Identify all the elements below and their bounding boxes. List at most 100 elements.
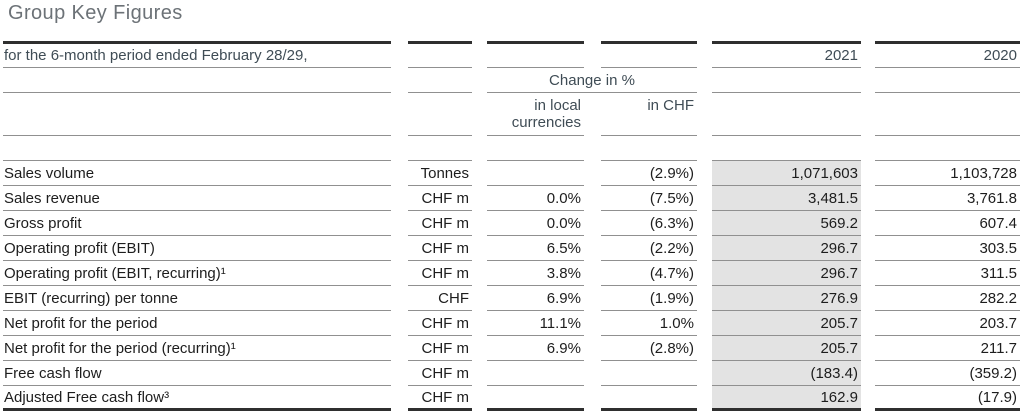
value-2020-cell: 311.5 (875, 261, 1020, 286)
value-2020-cell: 3,761.8 (875, 186, 1020, 211)
spacer-cell (408, 68, 472, 93)
change-chf-cell: (4.7%) (601, 261, 697, 286)
unit-cell: CHF m (408, 236, 472, 261)
value-2020-cell: (17.9) (875, 386, 1020, 411)
header-row-change-sub: in local currencies in CHF (3, 93, 1020, 136)
row-label-cell: Net profit for the period (recurring)¹ (3, 336, 391, 361)
table-row: Net profit for the period (recurring)¹ C… (3, 336, 1020, 361)
change-chf-cell: (2.2%) (601, 236, 697, 261)
unit-cell: CHF m (408, 211, 472, 236)
value-2021-cell: 3,481.5 (712, 186, 861, 211)
row-label-cell: Gross profit (3, 211, 391, 236)
spacer-cell (875, 93, 1020, 136)
change-local-cell: 3.8% (487, 261, 584, 286)
header-row-period: for the 6-month period ended February 28… (3, 41, 1020, 68)
change-local-cell: 6.9% (487, 286, 584, 311)
value-2021-cell: 276.9 (712, 286, 861, 311)
key-figures-table: for the 6-month period ended February 28… (3, 41, 1020, 411)
spacer-cell (875, 136, 1020, 161)
spacer-cell (487, 136, 584, 161)
value-2020-cell: 282.2 (875, 286, 1020, 311)
change-local-cell: 0.0% (487, 186, 584, 211)
table-row: EBIT (recurring) per tonne CHF 6.9% (1.9… (3, 286, 1020, 311)
unit-cell: CHF m (408, 386, 472, 411)
value-2021-cell: (183.4) (712, 361, 861, 386)
value-2021-cell: 205.7 (712, 336, 861, 361)
change-chf-cell (601, 386, 697, 411)
value-2021-cell: 205.7 (712, 311, 861, 336)
spacer-cell (712, 136, 861, 161)
period-header: for the 6-month period ended February 28… (3, 41, 391, 68)
spacer-cell (712, 93, 861, 136)
spacer-cell (3, 136, 391, 161)
spacer-cell (601, 136, 697, 161)
change-in-percent-header: Change in % (487, 68, 697, 93)
row-label-cell: Operating profit (EBIT, recurring)¹ (3, 261, 391, 286)
change-chf-cell: (6.3%) (601, 211, 697, 236)
table-row: Net profit for the period CHF m 11.1% 1.… (3, 311, 1020, 336)
value-2020-cell: 303.5 (875, 236, 1020, 261)
unit-cell: Tonnes (408, 161, 472, 186)
value-2021-cell: 1,071,603 (712, 161, 861, 186)
change-local-cell: 6.5% (487, 236, 584, 261)
value-2020-cell: (359.2) (875, 361, 1020, 386)
change-local-cell (487, 361, 584, 386)
unit-cell: CHF m (408, 311, 472, 336)
subheader-in-chf: in CHF (601, 93, 697, 136)
change-chf-cell: (2.8%) (601, 336, 697, 361)
change-chf-cell: (2.9%) (601, 161, 697, 186)
page-title: Group Key Figures (8, 2, 183, 24)
change-local-cell (487, 386, 584, 411)
value-2020-cell: 607.4 (875, 211, 1020, 236)
table-row: Sales revenue CHF m 0.0% (7.5%) 3,481.5 … (3, 186, 1020, 211)
column-header-2021: 2021 (712, 41, 861, 68)
row-label-cell: Adjusted Free cash flow³ (3, 386, 391, 411)
spacer-cell (408, 93, 472, 136)
table-row: Adjusted Free cash flow³ CHF m 162.9 (17… (3, 386, 1020, 411)
row-label-cell: Sales revenue (3, 186, 391, 211)
change-chf-cell (601, 361, 697, 386)
header-row-spacer (3, 136, 1020, 161)
column-header-2020: 2020 (875, 41, 1020, 68)
change-local-cell (487, 161, 584, 186)
spacer-cell (408, 136, 472, 161)
unit-cell: CHF (408, 286, 472, 311)
spacer-cell (712, 68, 861, 93)
row-label-cell: EBIT (recurring) per tonne (3, 286, 391, 311)
change-chf-cell: 1.0% (601, 311, 697, 336)
row-label-cell: Free cash flow (3, 361, 391, 386)
subheader-local-currencies: in local currencies (487, 93, 584, 136)
change-local-cell: 11.1% (487, 311, 584, 336)
header-row-change: Change in % (3, 68, 1020, 93)
table-row: Gross profit CHF m 0.0% (6.3%) 569.2 607… (3, 211, 1020, 236)
value-2021-cell: 296.7 (712, 261, 861, 286)
value-2020-cell: 211.7 (875, 336, 1020, 361)
value-2021-cell: 162.9 (712, 386, 861, 411)
spacer-cell (3, 93, 391, 136)
table-row: Operating profit (EBIT, recurring)¹ CHF … (3, 261, 1020, 286)
chf-header-cell (601, 41, 697, 68)
table-row: Operating profit (EBIT) CHF m 6.5% (2.2%… (3, 236, 1020, 261)
spacer-cell (3, 68, 391, 93)
spacer-cell (875, 68, 1020, 93)
row-label-cell: Net profit for the period (3, 311, 391, 336)
value-2021-cell: 296.7 (712, 236, 861, 261)
table-row: Free cash flow CHF m (183.4) (359.2) (3, 361, 1020, 386)
unit-cell: CHF m (408, 186, 472, 211)
change-local-cell: 0.0% (487, 211, 584, 236)
unit-cell: CHF m (408, 361, 472, 386)
row-label-cell: Operating profit (EBIT) (3, 236, 391, 261)
value-2021-cell: 569.2 (712, 211, 861, 236)
table-row: Sales volume Tonnes (2.9%) 1,071,603 1,1… (3, 161, 1020, 186)
unit-header-cell (408, 41, 472, 68)
subheader-local-currencies-label: in local currencies (511, 97, 581, 131)
change-local-cell: 6.9% (487, 336, 584, 361)
row-label-cell: Sales volume (3, 161, 391, 186)
value-2020-cell: 1,103,728 (875, 161, 1020, 186)
value-2020-cell: 203.7 (875, 311, 1020, 336)
unit-cell: CHF m (408, 261, 472, 286)
change-chf-cell: (1.9%) (601, 286, 697, 311)
unit-cell: CHF m (408, 336, 472, 361)
change-chf-cell: (7.5%) (601, 186, 697, 211)
